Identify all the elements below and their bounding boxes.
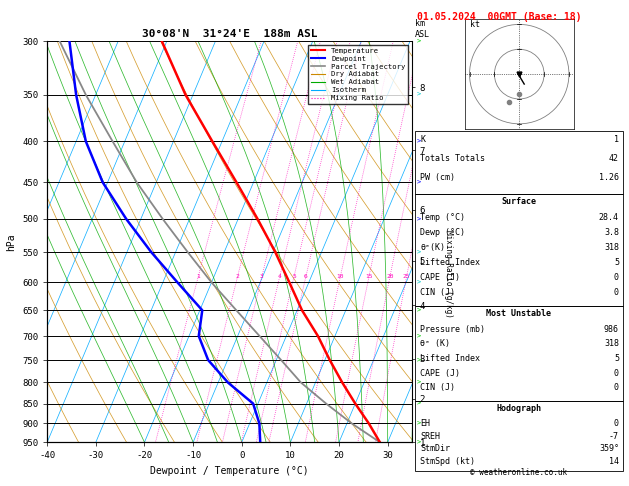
Text: SREH: SREH — [420, 432, 440, 441]
Text: Totals Totals: Totals Totals — [420, 154, 485, 163]
Text: >: > — [417, 439, 421, 445]
Legend: Temperature, Dewpoint, Parcel Trajectory, Dry Adiabat, Wet Adiabat, Isotherm, Mi: Temperature, Dewpoint, Parcel Trajectory… — [308, 45, 408, 104]
Text: CAPE (J): CAPE (J) — [420, 273, 460, 282]
Text: 5: 5 — [614, 354, 619, 363]
Text: Pressure (mb): Pressure (mb) — [420, 325, 485, 334]
Text: >: > — [417, 307, 421, 313]
Text: Lifted Index: Lifted Index — [420, 354, 480, 363]
Text: K: K — [420, 135, 425, 144]
Text: Surface: Surface — [501, 197, 537, 207]
Text: 25: 25 — [403, 274, 410, 279]
Text: 318: 318 — [604, 339, 619, 348]
Text: 3: 3 — [260, 274, 264, 279]
Text: kt: kt — [469, 20, 479, 29]
Text: 28.4: 28.4 — [599, 213, 619, 222]
Text: >: > — [417, 333, 421, 339]
Text: 0: 0 — [614, 419, 619, 429]
Text: 5: 5 — [614, 258, 619, 267]
Text: 986: 986 — [604, 325, 619, 334]
Text: θᵉ(K): θᵉ(K) — [420, 243, 445, 252]
Text: Hodograph: Hodograph — [496, 404, 542, 413]
Text: Most Unstable: Most Unstable — [486, 309, 552, 318]
Y-axis label: hPa: hPa — [6, 233, 16, 251]
Text: >: > — [417, 400, 421, 407]
Text: 359°: 359° — [599, 444, 619, 453]
Text: 01.05.2024  00GMT (Base: 18): 01.05.2024 00GMT (Base: 18) — [417, 12, 582, 22]
Text: 0: 0 — [614, 383, 619, 392]
Text: 4: 4 — [278, 274, 282, 279]
Text: km
ASL: km ASL — [415, 19, 430, 39]
Text: θᵉ (K): θᵉ (K) — [420, 339, 450, 348]
Text: CAPE (J): CAPE (J) — [420, 369, 460, 378]
Text: Dewp (°C): Dewp (°C) — [420, 228, 465, 237]
Text: © weatheronline.co.uk: © weatheronline.co.uk — [470, 468, 567, 477]
Text: >: > — [417, 92, 421, 98]
Text: >: > — [417, 179, 421, 185]
Text: CIN (J): CIN (J) — [420, 383, 455, 392]
Text: >: > — [417, 357, 421, 363]
Text: 1: 1 — [196, 274, 200, 279]
Text: Temp (°C): Temp (°C) — [420, 213, 465, 222]
Text: >: > — [417, 38, 421, 44]
Text: 0: 0 — [614, 273, 619, 282]
Title: 30°08'N  31°24'E  188m ASL: 30°08'N 31°24'E 188m ASL — [142, 29, 318, 39]
Text: CIN (J): CIN (J) — [420, 288, 455, 297]
Text: StmDir: StmDir — [420, 444, 450, 453]
Text: >: > — [417, 249, 421, 255]
Text: Lifted Index: Lifted Index — [420, 258, 480, 267]
Text: >: > — [417, 139, 421, 144]
Text: >: > — [417, 420, 421, 426]
Text: 0: 0 — [614, 369, 619, 378]
Text: 5: 5 — [292, 274, 296, 279]
Text: StmSpd (kt): StmSpd (kt) — [420, 456, 475, 466]
Text: 1: 1 — [614, 135, 619, 144]
Text: 6: 6 — [304, 274, 308, 279]
Text: >: > — [417, 380, 421, 385]
Text: EH: EH — [420, 419, 430, 429]
Text: 318: 318 — [604, 243, 619, 252]
Text: 1.26: 1.26 — [599, 174, 619, 182]
Text: 0: 0 — [614, 288, 619, 297]
Text: >: > — [417, 216, 421, 222]
Text: 42: 42 — [609, 154, 619, 163]
Text: Mixing Ratio (g/kg): Mixing Ratio (g/kg) — [444, 230, 453, 318]
Text: >: > — [417, 279, 421, 285]
Text: 14: 14 — [609, 456, 619, 466]
Text: 3.8: 3.8 — [604, 228, 619, 237]
Text: 20: 20 — [386, 274, 394, 279]
Text: 15: 15 — [365, 274, 373, 279]
X-axis label: Dewpoint / Temperature (°C): Dewpoint / Temperature (°C) — [150, 466, 309, 476]
Text: 10: 10 — [337, 274, 344, 279]
Text: 2: 2 — [236, 274, 240, 279]
Text: PW (cm): PW (cm) — [420, 174, 455, 182]
Text: -7: -7 — [609, 432, 619, 441]
